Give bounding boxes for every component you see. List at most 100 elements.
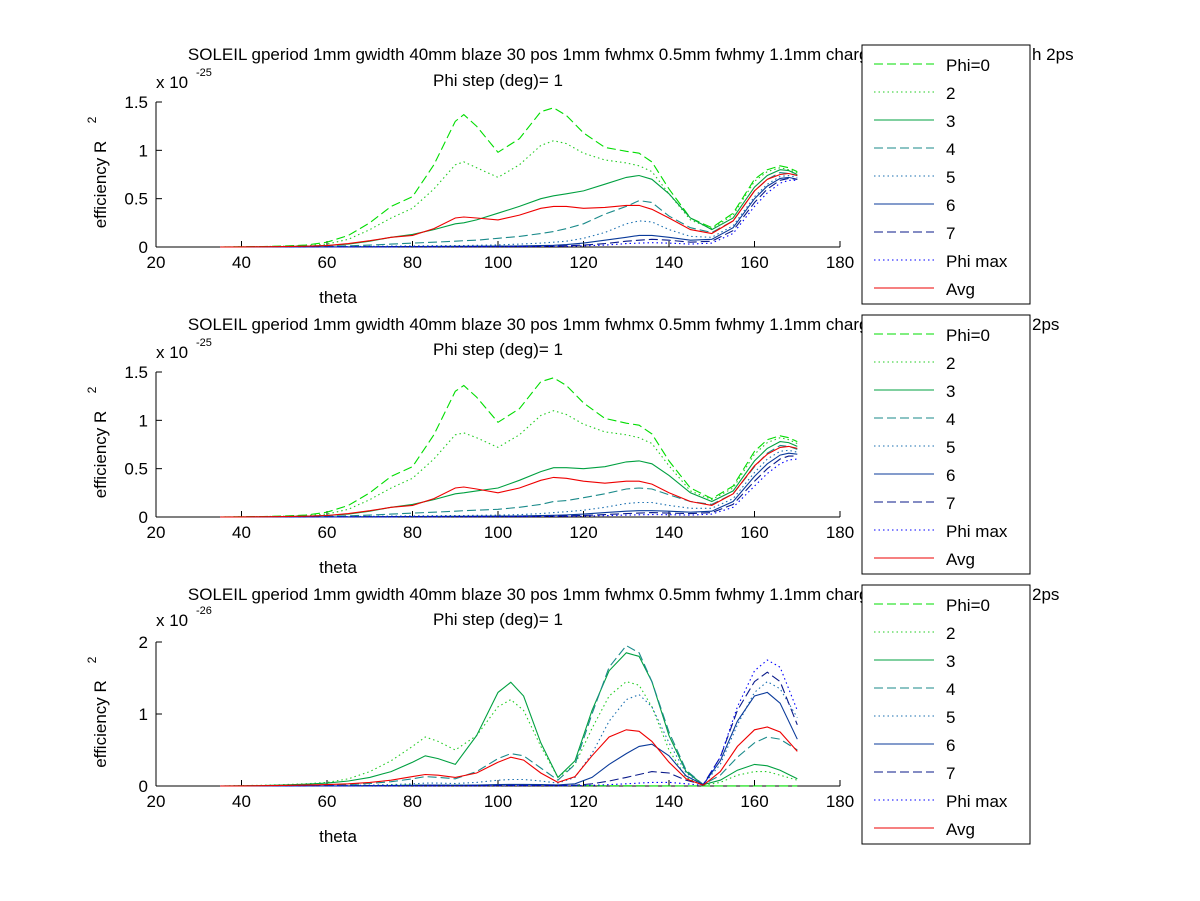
y-exponent-base: x 10 — [156, 73, 188, 92]
y-axis-label-superscript: 2 — [85, 116, 99, 123]
x-tick-label: 40 — [232, 523, 251, 542]
series-line-phi-max — [220, 179, 798, 248]
legend-box — [861, 314, 1031, 575]
y-tick-label: 0.5 — [124, 190, 148, 209]
legend-box — [861, 44, 1031, 305]
series-line-avg — [220, 172, 798, 248]
y-axis-label-superscript: 2 — [85, 656, 99, 663]
x-tick-label: 180 — [826, 792, 854, 811]
legend-entry: 4 — [946, 410, 955, 429]
y-tick-label: 0 — [139, 238, 148, 257]
x-tick-label: 100 — [484, 792, 512, 811]
legend: Phi=0 2 3 4 5 6 7 Phi max Avg — [861, 44, 1031, 305]
series-line-3 — [220, 652, 798, 787]
legend-entry: 5 — [946, 168, 955, 187]
x-tick-label: 40 — [232, 792, 251, 811]
series-line-6 — [220, 452, 798, 518]
y-axis-label-superscript: 2 — [85, 386, 99, 393]
y-tick-label: 2 — [139, 633, 148, 652]
y-tick-label: 0.5 — [124, 460, 148, 479]
legend-entry: 2 — [946, 624, 955, 643]
x-tick-label: 20 — [147, 253, 166, 272]
x-tick-label: 140 — [655, 792, 683, 811]
series-line-2 — [220, 140, 798, 248]
series-line-4 — [220, 644, 798, 787]
series-line-avg — [220, 445, 798, 518]
legend-entry: 7 — [946, 224, 955, 243]
series-line-phi-0 — [220, 107, 798, 248]
legend-entry: Phi=0 — [946, 596, 990, 615]
chart-panel-2: 20 40 60 80 100 120 140 160 180 0 0.5 1 1.5 x 10 -25 th… — [85, 314, 1059, 577]
x-tick-label: 180 — [826, 523, 854, 542]
legend-entry: Phi max — [946, 522, 1008, 541]
legend-entry: 3 — [946, 382, 955, 401]
chart-subtitle: Phi step (deg)= 1 — [433, 71, 563, 90]
chart-subtitle: Phi step (deg)= 1 — [433, 610, 563, 629]
legend-entry: Phi max — [946, 252, 1008, 271]
y-tick-label: 1.5 — [124, 93, 148, 112]
y-axis-label: efficiency R — [91, 141, 110, 229]
y-axis-label: efficiency R — [91, 411, 110, 499]
x-tick-label: 20 — [147, 523, 166, 542]
x-tick-label: 160 — [740, 523, 768, 542]
legend-entry: Avg — [946, 280, 975, 299]
y-exponent-power: -25 — [196, 67, 212, 79]
legend-entry: 5 — [946, 708, 955, 727]
chart-title: SOLEIL gperiod 1mm gwidth 40mm blaze 30 … — [188, 585, 892, 604]
x-tick-label: 20 — [147, 792, 166, 811]
series-line-phi-max — [220, 458, 798, 518]
legend-entry: 4 — [946, 680, 955, 699]
chart-title-tail: 2ps — [1032, 315, 1059, 334]
series-line-5 — [220, 174, 798, 248]
legend-entry: Phi=0 — [946, 56, 990, 75]
y-tick-label: 1.5 — [124, 363, 148, 382]
y-exponent-base: x 10 — [156, 611, 188, 630]
y-axis-label: efficiency R — [91, 680, 110, 768]
legend-entry: Avg — [946, 820, 975, 839]
y-exponent-base: x 10 — [156, 343, 188, 362]
x-axis-label: theta — [319, 558, 357, 577]
chart-subtitle: Phi step (deg)= 1 — [433, 340, 563, 359]
y-tick-label: 0 — [139, 508, 148, 527]
chart-title: SOLEIL gperiod 1mm gwidth 40mm blaze 30 … — [188, 315, 892, 334]
legend-entry: 2 — [946, 354, 955, 373]
x-tick-label: 120 — [569, 523, 597, 542]
x-tick-label: 100 — [484, 253, 512, 272]
series-line-phi-max — [220, 659, 798, 787]
legend-entry: Avg — [946, 550, 975, 569]
y-tick-label: 1 — [139, 141, 148, 160]
series-line-5 — [220, 449, 798, 518]
legend-entry: Phi=0 — [946, 326, 990, 345]
legend-entry: 6 — [946, 736, 955, 755]
y-exponent-power: -25 — [196, 337, 212, 349]
y-tick-label: 0 — [139, 777, 148, 796]
legend-entry: 5 — [946, 438, 955, 457]
x-tick-label: 120 — [569, 792, 597, 811]
chart-title: SOLEIL gperiod 1mm gwidth 40mm blaze 30 … — [188, 45, 892, 64]
legend: Phi=0 2 3 4 5 6 7 Phi max Avg — [861, 314, 1031, 575]
chart-title-tail: h 2ps — [1032, 45, 1074, 64]
x-tick-label: 160 — [740, 792, 768, 811]
chart-panel-1: 20 40 60 80 100 120 140 160 180 0 0.5 1 1.5 x 10 -25 th… — [85, 44, 1074, 307]
y-tick-label: 1 — [139, 705, 148, 724]
legend-entry: Phi max — [946, 792, 1008, 811]
x-tick-label: 140 — [655, 523, 683, 542]
x-tick-label: 160 — [740, 253, 768, 272]
legend-entry: 2 — [946, 84, 955, 103]
x-tick-label: 60 — [318, 253, 337, 272]
x-axis-label: theta — [319, 288, 357, 307]
series-line-2 — [220, 680, 798, 787]
x-tick-label: 120 — [569, 253, 597, 272]
series-line-avg — [220, 726, 798, 787]
y-tick-label: 1 — [139, 411, 148, 430]
legend-entry: 3 — [946, 652, 955, 671]
x-tick-label: 60 — [318, 792, 337, 811]
x-tick-label: 60 — [318, 523, 337, 542]
x-tick-label: 80 — [403, 792, 422, 811]
legend-entry: 7 — [946, 764, 955, 783]
x-axis-label: theta — [319, 827, 357, 846]
x-tick-label: 80 — [403, 523, 422, 542]
legend-entry: 4 — [946, 140, 955, 159]
chart-panel-3: 20 40 60 80 100 120 140 160 180 0 1 2 x 10 -26 theta ef… — [85, 584, 1059, 846]
